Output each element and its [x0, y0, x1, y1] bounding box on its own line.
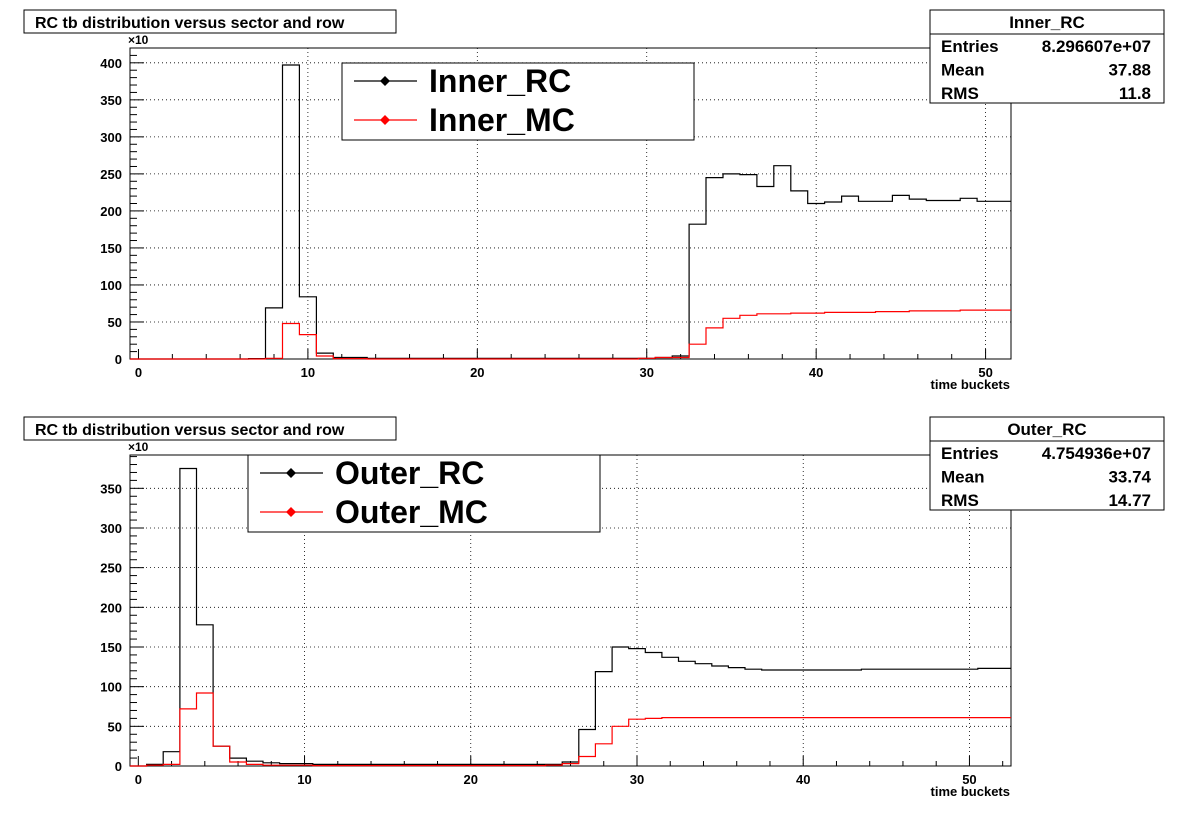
stats-box	[929, 9, 1165, 104]
y-tick-label: 100	[100, 278, 122, 293]
stats-box	[929, 416, 1165, 511]
stats-box-title: Outer_RC	[1007, 420, 1086, 439]
x-tick-label: 40	[796, 772, 810, 787]
stats-row-label: Mean	[941, 61, 984, 80]
series-line-Outer_MC	[130, 692, 1011, 767]
y-tick-label: 100	[100, 680, 122, 695]
stats-row-label: Entries	[941, 37, 999, 56]
x-tick-label: 30	[630, 772, 644, 787]
legend-marker-Inner_RC	[380, 76, 390, 86]
title-box	[23, 9, 397, 34]
legend-label-Outer_RC: Outer_RC	[335, 455, 484, 491]
legend-marker-Outer_MC	[286, 507, 296, 517]
y-tick-label: 200	[100, 204, 122, 219]
series-line-Outer_RC	[130, 467, 1011, 767]
y-tick-label: 250	[100, 167, 122, 182]
y-tick-label: 300	[100, 130, 122, 145]
stats-row-value: 8.296607e+07	[1042, 37, 1151, 56]
y-tick-label: 300	[100, 521, 122, 536]
stats-row-label: Mean	[941, 468, 984, 487]
y-tick-label: 350	[100, 93, 122, 108]
stats-row-value: 11.8	[1119, 84, 1151, 103]
legend-label-Inner_RC: Inner_RC	[429, 63, 571, 99]
y-tick-label: 50	[108, 719, 122, 734]
chart-panel-2: 0 50 100 150 200 250 300 350 0 10 20 30 40 50 ×10 time …	[23, 416, 1165, 799]
legend-label-Outer_MC: Outer_MC	[335, 494, 488, 530]
x-tick-label: 50	[962, 772, 976, 787]
stats-row-label: Entries	[941, 444, 999, 463]
chart-title: RC tb distribution versus sector and row	[35, 422, 345, 439]
chart-panel-1: 0 50 100 150 200 250 300 350 400 0 10 20 30 40 50 ×10 ti…	[23, 9, 1165, 392]
y-multiplier-label: ×10	[128, 33, 149, 47]
x-tick-label: 20	[464, 772, 478, 787]
y-tick-label: 150	[100, 640, 122, 655]
stats-row-value: 33.74	[1108, 468, 1151, 487]
stats-row-value: 37.88	[1108, 61, 1151, 80]
y-tick-label: 200	[100, 600, 122, 615]
x-axis-title: time buckets	[931, 784, 1010, 799]
y-tick-label: 400	[100, 56, 122, 71]
legend-marker-Inner_MC	[380, 115, 390, 125]
legend-label-Inner_MC: Inner_MC	[429, 102, 575, 138]
x-axis-title: time buckets	[931, 377, 1010, 392]
x-tick-label: 0	[135, 365, 142, 380]
series-line-Inner_MC	[130, 309, 1011, 360]
legend-box	[247, 454, 601, 533]
x-tick-label: 10	[297, 772, 311, 787]
x-tick-label: 30	[640, 365, 654, 380]
stats-row-label: RMS	[941, 491, 979, 510]
stats-row-value: 4.754936e+07	[1042, 444, 1151, 463]
x-tick-label: 40	[809, 365, 823, 380]
y-tick-label: 0	[115, 759, 122, 774]
stats-row-value: 14.77	[1108, 491, 1151, 510]
y-tick-label: 350	[100, 481, 122, 496]
y-tick-label: 250	[100, 561, 122, 576]
legend-box	[341, 62, 695, 141]
x-tick-label: 50	[978, 365, 992, 380]
stats-row-label: RMS	[941, 84, 979, 103]
y-tick-label: 50	[108, 315, 122, 330]
y-multiplier-label: ×10	[128, 440, 149, 454]
stats-box-title: Inner_RC	[1009, 13, 1085, 32]
x-tick-label: 20	[470, 365, 484, 380]
chart-title: RC tb distribution versus sector and row	[35, 15, 345, 32]
legend-marker-Outer_RC	[286, 468, 296, 478]
y-tick-label: 0	[115, 352, 122, 367]
x-tick-label: 10	[301, 365, 315, 380]
x-tick-label: 0	[135, 772, 142, 787]
y-tick-label: 150	[100, 241, 122, 256]
title-box	[23, 416, 397, 441]
